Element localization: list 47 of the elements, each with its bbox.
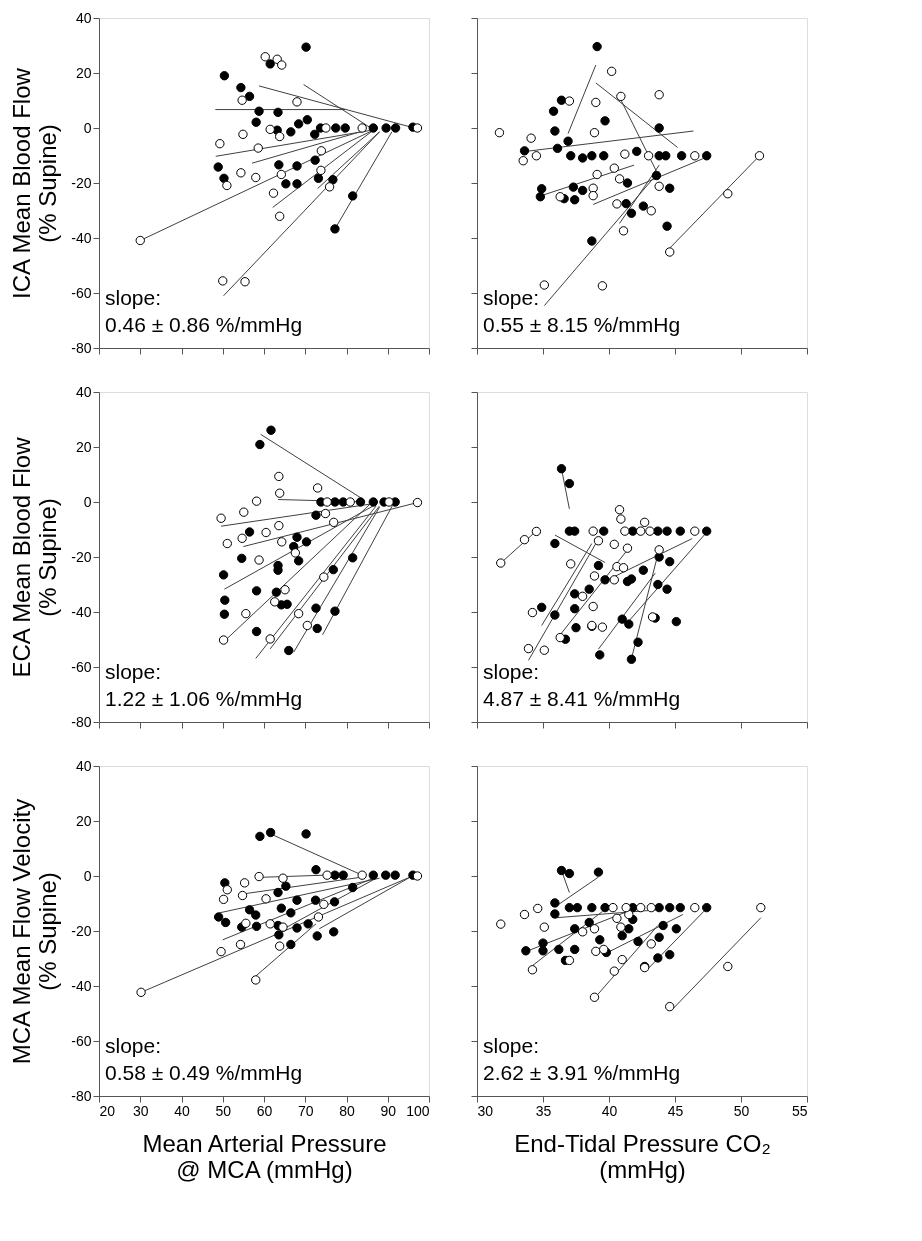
y-tick-label: -40: [71, 229, 92, 246]
y-tick-label: -60: [71, 284, 92, 301]
x-tick-label: 40: [174, 1102, 190, 1119]
x-tick-label: 40: [601, 1102, 618, 1119]
annotation: slope: 0.46 ± 0.86 %/mmHg: [105, 286, 303, 336]
y-tick-label: 20: [75, 438, 92, 455]
y-tick-label: 0: [83, 493, 92, 510]
y-tick-label: -40: [71, 603, 92, 620]
y-tick-label: -60: [71, 658, 92, 675]
x-tick-label: 100: [406, 1102, 430, 1119]
x-tick-label: 70: [297, 1102, 314, 1119]
x-tick-label: 20: [99, 1102, 116, 1119]
y-tick-label: 0: [83, 119, 92, 136]
x-tick-label: 35: [535, 1102, 552, 1119]
y-tick-label: 40: [75, 383, 92, 400]
y-tick-label: -60: [71, 1032, 92, 1049]
y-axis-title: ICA Mean Blood Flow (% Supine): [8, 67, 62, 299]
x-tick-label: 55: [791, 1102, 808, 1119]
y-tick-label: -80: [71, 339, 92, 356]
x-tick-label: 50: [733, 1102, 750, 1119]
y-tick-label: 20: [75, 64, 92, 81]
y-tick-label: 40: [75, 9, 92, 26]
y-tick-label: -20: [71, 548, 92, 565]
annotation: slope: 0.55 ± 8.15 %/mmHg: [483, 286, 681, 336]
y-tick-label: -20: [71, 174, 92, 191]
y-tick-label: 20: [75, 812, 92, 829]
y-tick-label: -40: [71, 977, 92, 994]
x-tick-label: 60: [256, 1102, 273, 1119]
y-tick-label: 0: [83, 867, 92, 884]
x-tick-label: 45: [667, 1102, 684, 1119]
y-tick-label: 40: [75, 757, 92, 774]
y-axis-title: ECA Mean Blood Flow (% Supine): [8, 436, 62, 678]
y-axis-title: MCA Mean Flow Velocity (% Supine): [8, 798, 62, 1065]
x-tick-label: 50: [215, 1102, 232, 1119]
x-tick-label: 30: [132, 1102, 149, 1119]
annotation: slope: 1.22 ± 1.06 %/mmHg: [105, 660, 303, 710]
y-tick-label: -80: [71, 1087, 92, 1104]
x-tick-label: 80: [339, 1102, 355, 1119]
x-tick-label: 90: [380, 1102, 397, 1119]
annotation: slope: 4.87 ± 8.41 %/mmHg: [483, 660, 681, 710]
x-axis-title: Mean Arterial Pressure @ MCA (mmHg): [142, 1129, 387, 1183]
x-axis-title: End-Tidal Pressure CO₂ (mmHg): [514, 1129, 771, 1183]
y-tick-label: -20: [71, 922, 92, 939]
annotation: slope: 2.62 ± 3.91 %/mmHg: [483, 1034, 681, 1084]
annotation: slope: 0.58 ± 0.49 %/mmHg: [105, 1034, 303, 1084]
y-tick-label: -80: [71, 713, 92, 730]
x-tick-label: 30: [477, 1102, 494, 1119]
